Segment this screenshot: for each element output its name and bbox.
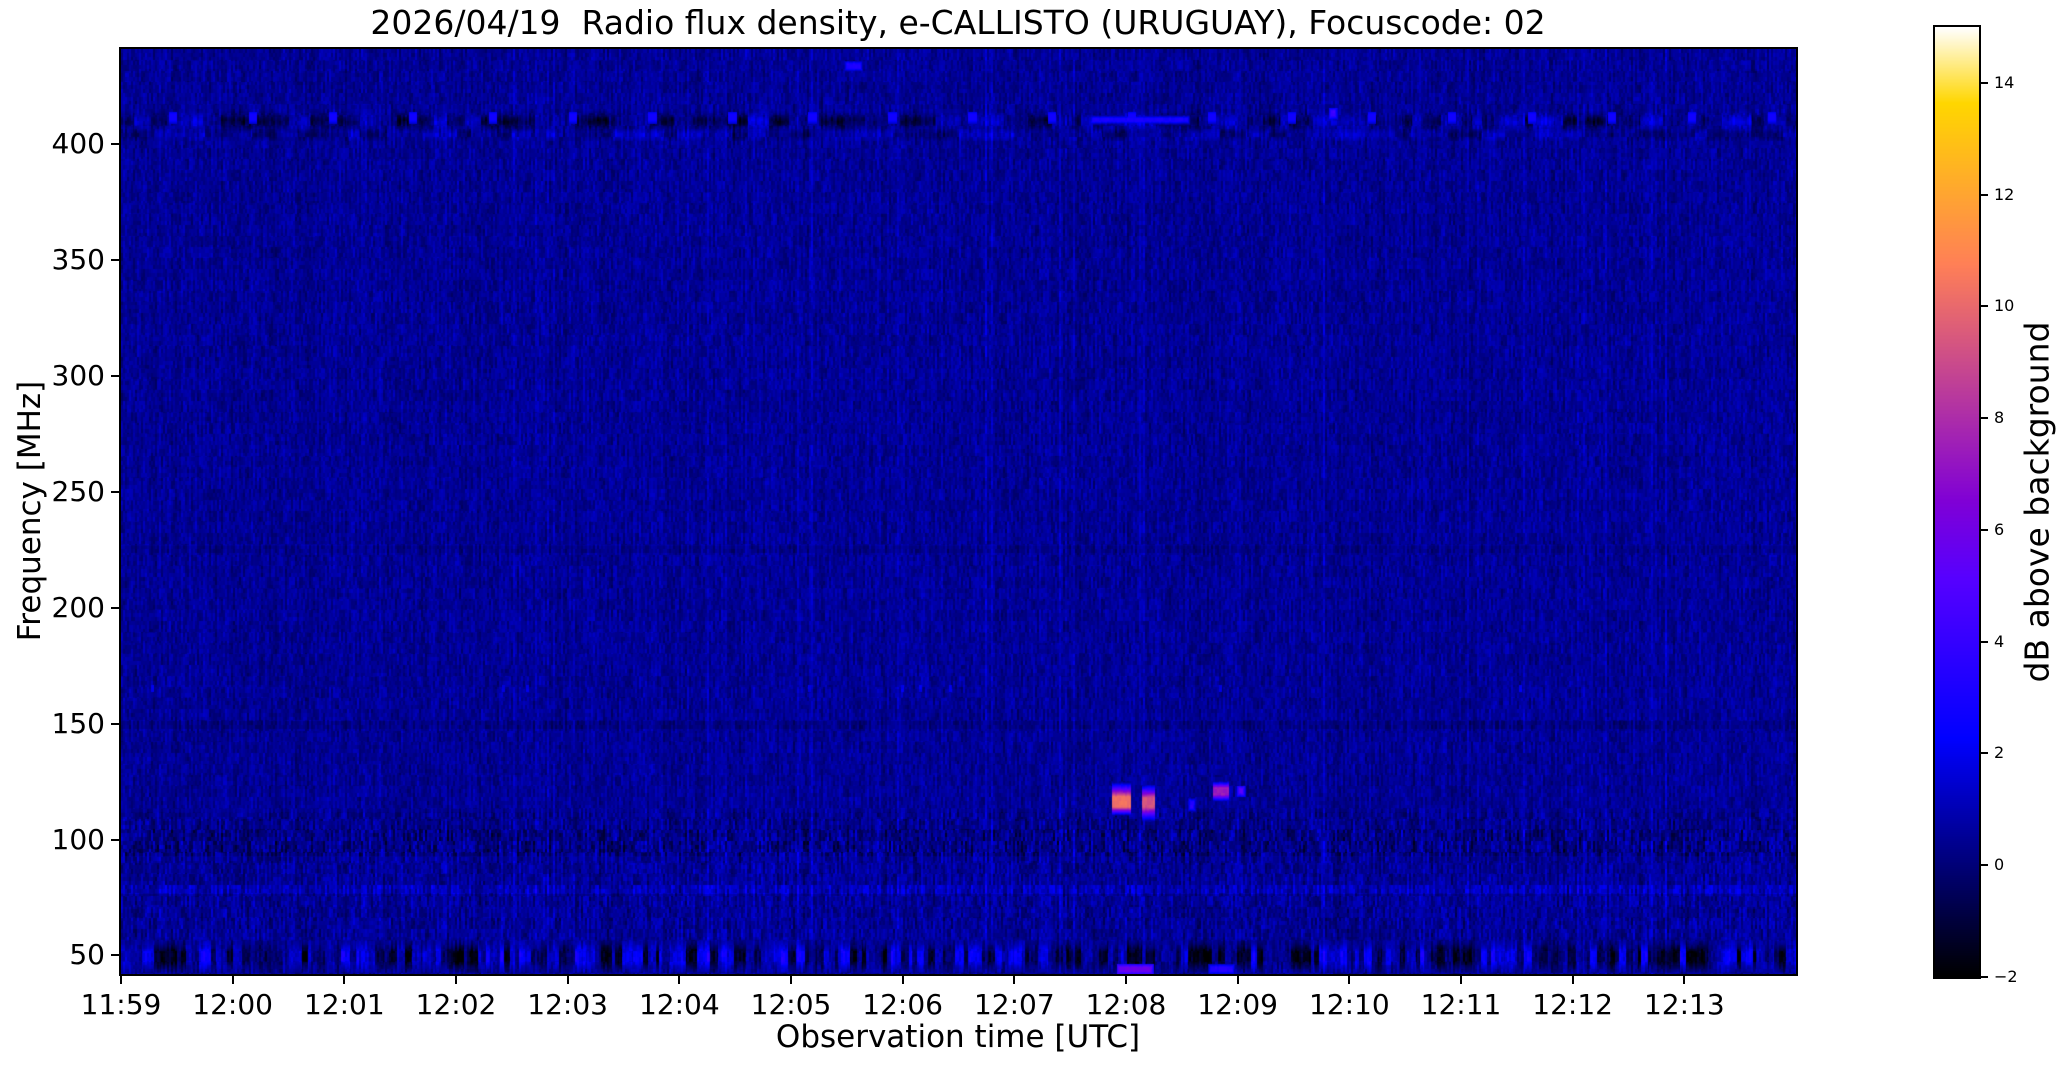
x-tick-label: 12:01 <box>303 988 385 1021</box>
y-tick-mark <box>111 374 121 377</box>
x-tick-mark <box>231 974 234 984</box>
x-axis-label: Observation time [UTC] <box>775 1019 1141 1055</box>
colorbar-tick-label: 10 <box>1994 296 2015 316</box>
colorbar-tick-mark <box>1979 305 1988 308</box>
x-tick-mark <box>455 974 457 984</box>
colorbar-tick-mark <box>1979 864 1988 867</box>
y-tick-mark <box>111 722 121 725</box>
x-tick-mark <box>901 974 904 984</box>
x-tick-mark <box>1125 974 1127 984</box>
y-tick-mark <box>111 838 121 841</box>
x-tick-label: 12:11 <box>1420 988 1502 1021</box>
y-tick-label: 50 <box>69 938 105 972</box>
y-tick-label: 250 <box>51 474 105 508</box>
x-tick-mark <box>343 974 346 984</box>
y-tick-label: 350 <box>51 242 105 276</box>
y-tick-label: 300 <box>51 358 105 392</box>
colorbar-tick-label: 2 <box>1994 743 2005 763</box>
y-tick-mark <box>111 143 121 146</box>
colorbar-tick-label: 6 <box>1994 519 2005 539</box>
colorbar-gradient <box>1935 27 1979 977</box>
x-tick-label: 12:07 <box>973 988 1055 1021</box>
x-tick-mark <box>120 974 122 984</box>
colorbar-label: dB above background <box>2017 321 2057 683</box>
x-tick-label: 12:12 <box>1532 988 1614 1021</box>
colorbar-tick-label: 0 <box>1994 855 2005 875</box>
colorbar-tick-mark <box>1979 81 1988 84</box>
colorbar-tick-label: −2 <box>1994 967 2018 986</box>
colorbar-tick-label: 4 <box>1994 631 2005 651</box>
spectrogram-canvas <box>121 49 1796 974</box>
colorbar-tick-mark <box>1979 193 1988 196</box>
x-tick-label: 12:00 <box>192 988 274 1021</box>
colorbar-tick-mark <box>1979 640 1988 643</box>
colorbar-tick-mark <box>1979 752 1988 755</box>
y-tick-mark <box>111 954 121 957</box>
y-tick-label: 200 <box>51 590 105 624</box>
x-tick-mark <box>790 974 792 984</box>
colorbar-tick-mark <box>1979 528 1988 531</box>
x-tick-mark <box>1460 974 1462 984</box>
y-tick-label: 100 <box>51 822 105 856</box>
x-tick-mark <box>1683 974 1686 984</box>
x-tick-label: 12:04 <box>638 988 720 1021</box>
x-tick-label: 12:13 <box>1643 988 1725 1021</box>
x-tick-mark <box>566 974 569 984</box>
y-tick-label: 400 <box>51 127 105 161</box>
colorbar-tick-label: 14 <box>1994 72 2015 92</box>
chart-title: 2026/04/19 Radio flux density, e-CALLIST… <box>370 3 1546 42</box>
y-tick-mark <box>111 490 121 493</box>
x-tick-mark <box>1571 974 1574 984</box>
x-tick-mark <box>1236 974 1239 984</box>
x-tick-label: 12:03 <box>527 988 609 1021</box>
x-tick-label: 12:05 <box>750 988 832 1021</box>
x-tick-label: 12:10 <box>1308 988 1390 1021</box>
x-tick-label: 12:06 <box>862 988 944 1021</box>
x-tick-label: 12:02 <box>415 988 497 1021</box>
y-tick-label: 150 <box>51 706 105 740</box>
x-tick-label: 12:09 <box>1197 988 1279 1021</box>
colorbar-tick-label: 12 <box>1994 184 2015 204</box>
x-tick-mark <box>1013 974 1016 984</box>
x-tick-mark <box>678 974 681 984</box>
x-tick-mark <box>1348 974 1351 984</box>
y-tick-mark <box>111 258 121 261</box>
x-tick-label: 12:08 <box>1085 988 1167 1021</box>
colorbar-tick-mark <box>1979 976 1988 978</box>
colorbar-tick-label: 8 <box>1994 408 2005 428</box>
x-tick-label: 11:59 <box>80 988 162 1021</box>
colorbar-tick-mark <box>1979 417 1988 420</box>
y-axis-label: Frequency [MHz] <box>12 380 48 642</box>
y-tick-mark <box>111 606 121 609</box>
